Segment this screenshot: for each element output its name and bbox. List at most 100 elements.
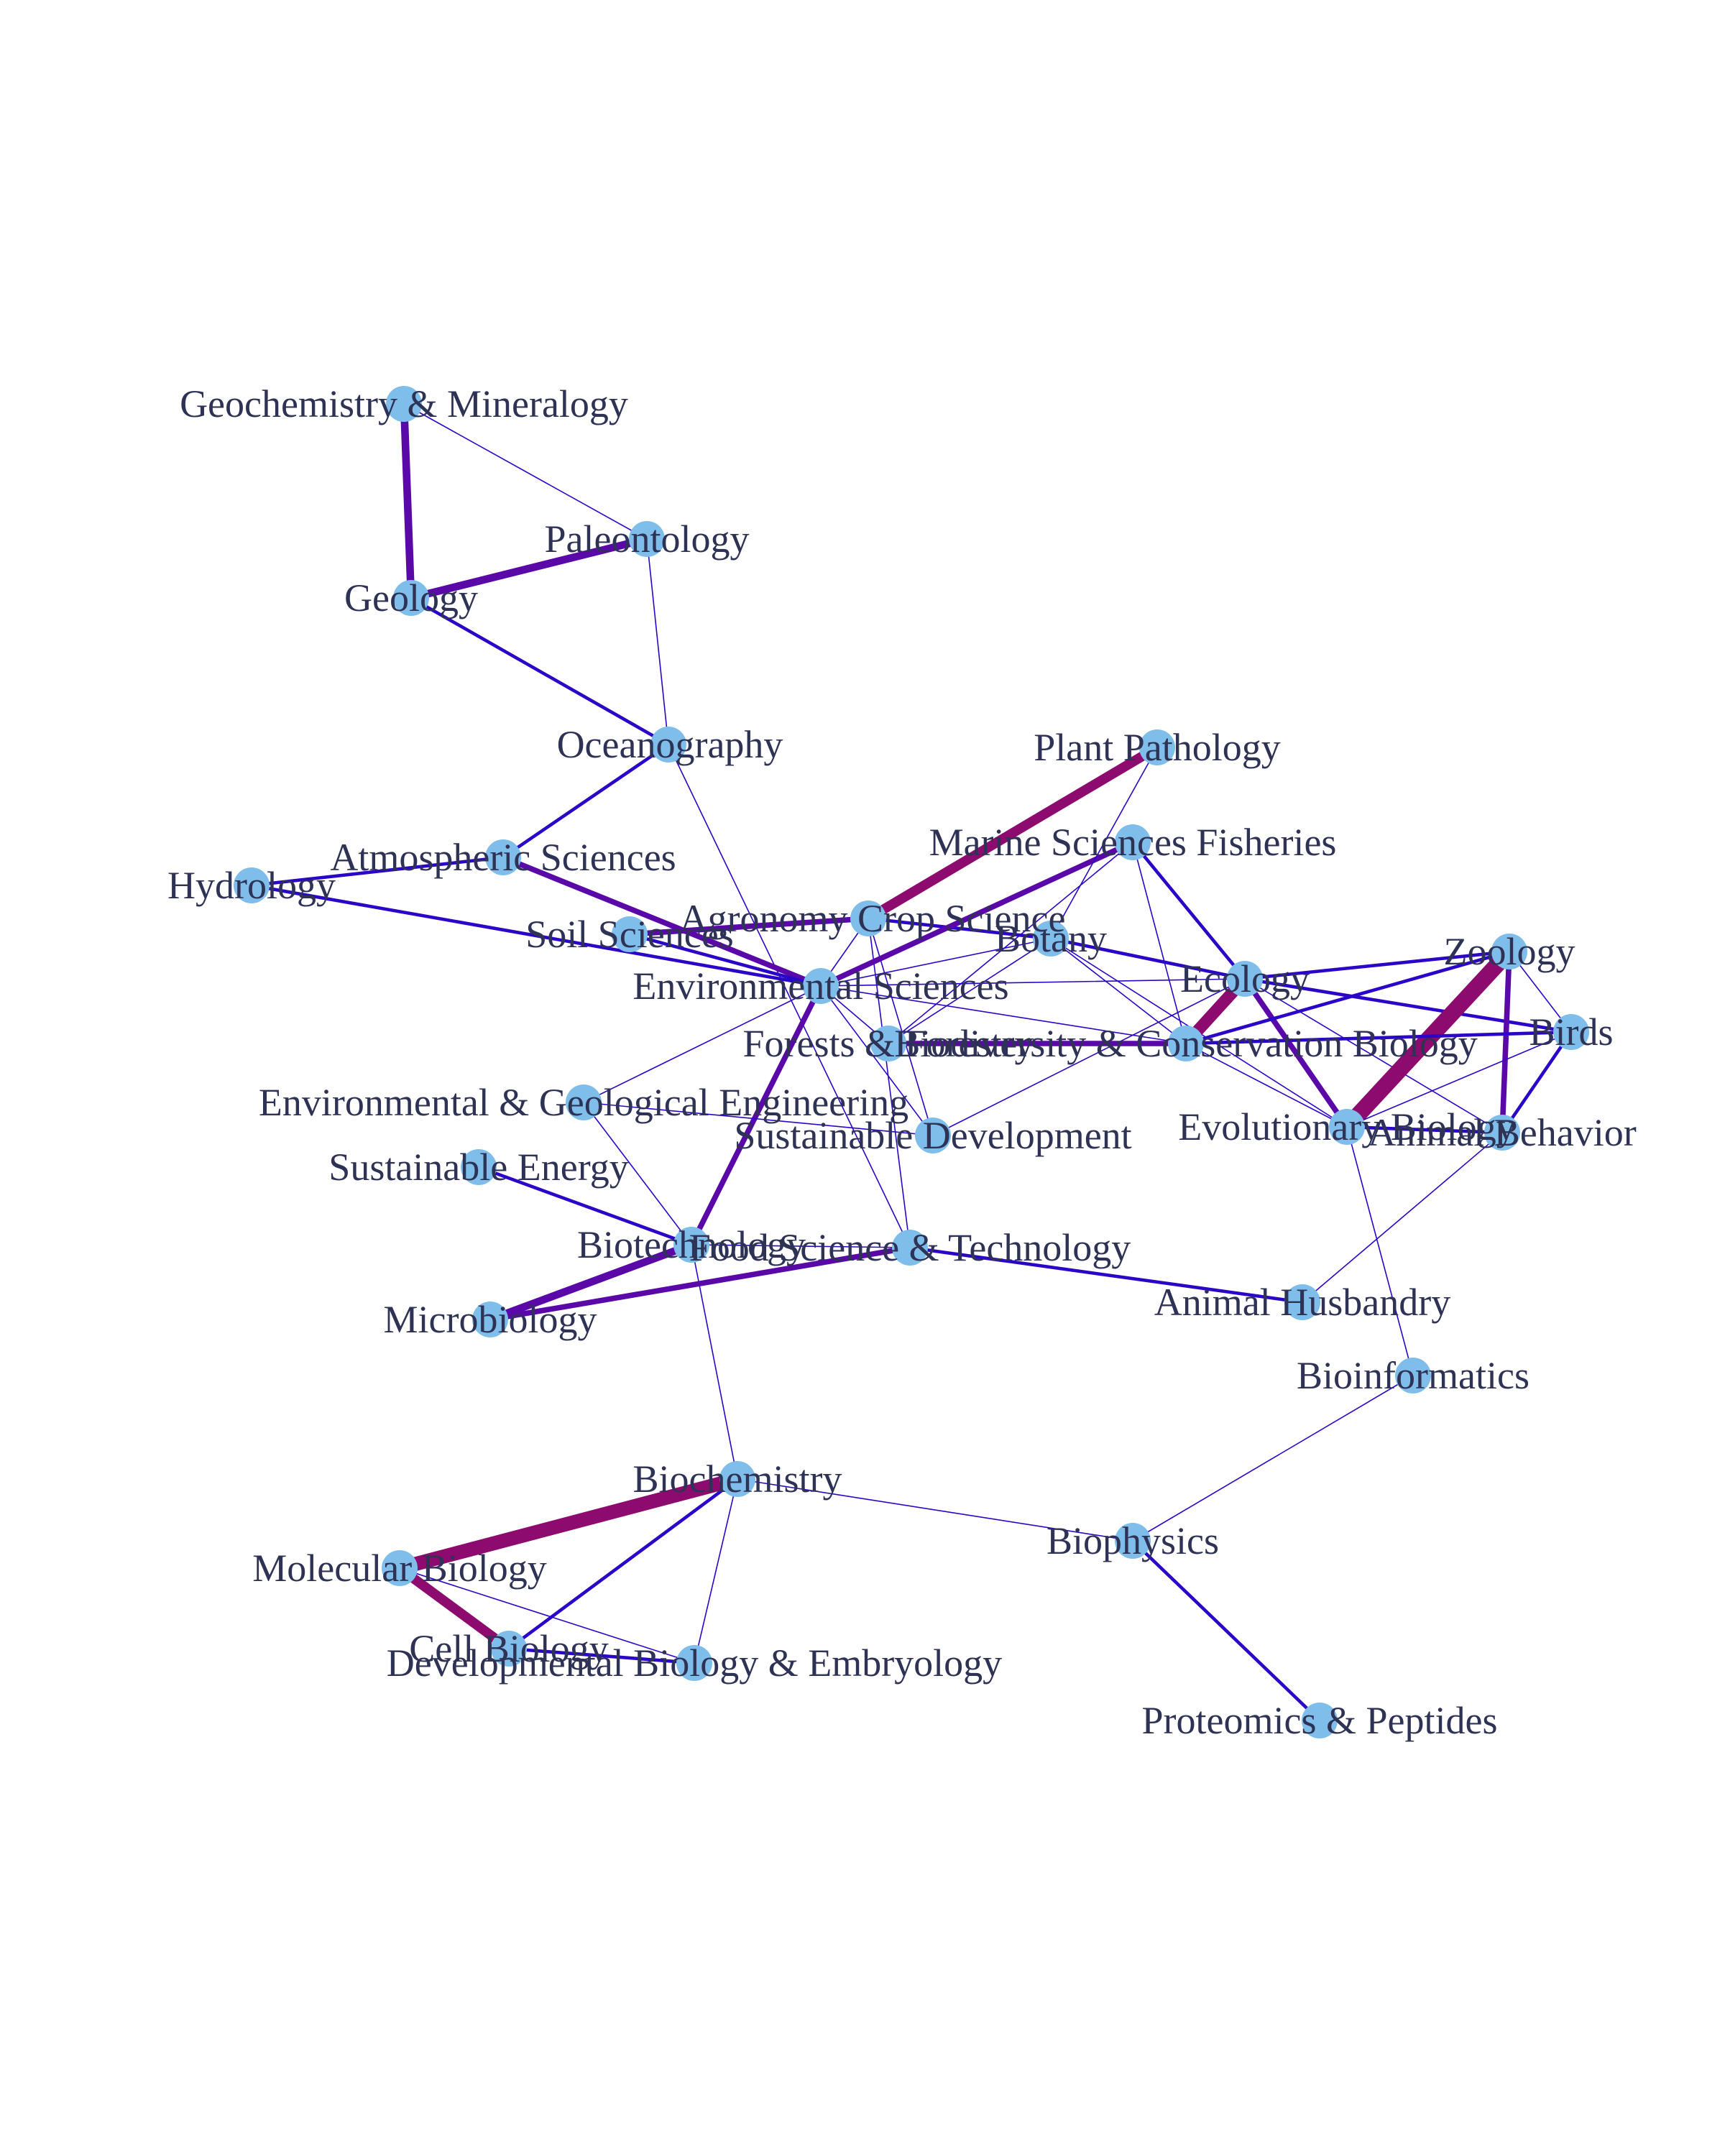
node-label-zoology: Zoology <box>1444 930 1576 973</box>
edge-zoology-biodiv <box>1184 949 1512 1046</box>
node-ecology[interactable] <box>1227 961 1263 997</box>
edge-soil-envsci <box>627 932 823 988</box>
node-label-foodsci: Food Science & Technology <box>689 1226 1131 1269</box>
edge-envsci-biodiv <box>820 985 1187 1044</box>
node-forests[interactable] <box>870 1026 906 1061</box>
node-label-agro: Agronomy Crop Science <box>680 897 1066 940</box>
node-label-evolbio: Evolutionary Biology <box>1178 1105 1515 1148</box>
node-label-biodiv: Biodiversity & Conservation Biology <box>894 1022 1477 1065</box>
node-geochem[interactable] <box>386 386 422 422</box>
edge-birds-evolbio <box>1346 1031 1572 1128</box>
node-cellbio[interactable] <box>491 1631 527 1667</box>
edge-evolbio-animbeh <box>1345 1125 1504 1135</box>
edge-marine-biodiv <box>1132 842 1187 1044</box>
edge-biochem-molbio <box>392 1472 745 1575</box>
node-birds[interactable] <box>1553 1014 1589 1050</box>
node-label-paleo: Paleontology <box>545 517 750 561</box>
node-molbio[interactable] <box>382 1550 418 1586</box>
edge-biotech-microbio <box>486 1240 696 1324</box>
node-label-ocean: Oceanography <box>557 723 783 766</box>
node-atmos[interactable] <box>485 839 521 875</box>
edge-biodiv-birds <box>1184 1030 1573 1046</box>
node-paleo[interactable] <box>629 521 665 557</box>
edge-envsci-biotech <box>689 983 824 1248</box>
edge-susteng-biotech <box>477 1165 694 1247</box>
edge-envgeo-sustdev <box>583 1102 934 1136</box>
node-botany[interactable] <box>1033 921 1069 957</box>
edge-ocean-foodsci <box>668 744 911 1248</box>
edge-biochem-cellbio <box>507 1477 740 1651</box>
node-envgeo[interactable] <box>566 1084 602 1120</box>
edge-biodiv-evolbio <box>1185 1043 1348 1128</box>
edge-biophys-proteo <box>1131 1539 1322 1723</box>
edge-marine-forests <box>888 842 1133 1044</box>
node-label-ecology: Ecology <box>1180 957 1310 1000</box>
edge-paleo-ocean <box>646 538 669 745</box>
edge-microbio-foodsci <box>487 1245 913 1322</box>
node-label-geology: Geology <box>344 576 478 619</box>
node-animhus[interactable] <box>1284 1284 1320 1320</box>
node-label-cellbio: Cell Biology <box>409 1627 609 1670</box>
edge-geochem-paleo <box>403 403 648 540</box>
edge-ecology-evolbio <box>1242 976 1350 1130</box>
node-foodsci[interactable] <box>892 1230 928 1266</box>
node-label-microbio: Microbiology <box>384 1298 597 1341</box>
edge-envsci-envgeo <box>583 985 822 1103</box>
node-label-susteng: Sustainable Energy <box>328 1146 628 1189</box>
node-label-biochem: Biochemistry <box>633 1457 842 1501</box>
edge-envsci-sustdev <box>820 985 934 1136</box>
node-label-soil: Soil Sciences <box>525 913 733 956</box>
edge-biochem-devbio <box>694 1478 738 1664</box>
edge-molbio-cellbio <box>395 1563 514 1654</box>
node-bioinf[interactable] <box>1395 1358 1431 1393</box>
node-soil[interactable] <box>612 916 648 952</box>
node-layer <box>234 386 1589 1738</box>
node-zoology[interactable] <box>1491 934 1527 969</box>
node-plantpath[interactable] <box>1139 729 1175 765</box>
edge-bioinf-biophys <box>1132 1375 1414 1542</box>
node-envsci[interactable] <box>803 968 839 1004</box>
node-label-hydro: Hydrology <box>167 864 336 907</box>
node-biophys[interactable] <box>1115 1523 1151 1559</box>
node-agro[interactable] <box>850 900 886 936</box>
edge-botany-forests <box>888 938 1052 1044</box>
node-microbio[interactable] <box>472 1302 508 1337</box>
edge-envsci-marine <box>818 839 1136 989</box>
node-hydro[interactable] <box>234 867 270 903</box>
node-devbio[interactable] <box>676 1645 712 1681</box>
node-label-sustdev: Sustainable Development <box>734 1114 1131 1157</box>
node-label-plantpath: Plant Pathology <box>1034 726 1281 769</box>
node-evolbio[interactable] <box>1329 1109 1365 1145</box>
node-animbeh[interactable] <box>1484 1115 1520 1151</box>
node-label-bioinf: Bioinformatics <box>1297 1354 1530 1397</box>
node-label-devbio: Developmental Biology & Embryology <box>387 1641 1002 1685</box>
edge-zoology-evolbio <box>1338 943 1518 1135</box>
node-marine[interactable] <box>1115 824 1151 860</box>
node-label-geochem: Geochemistry & Mineralogy <box>180 382 628 425</box>
node-label-animbeh: Animal Behavior <box>1368 1111 1636 1154</box>
node-biodiv[interactable] <box>1168 1026 1204 1061</box>
node-sustdev[interactable] <box>915 1118 951 1153</box>
edge-atmos-hydro <box>249 855 505 888</box>
edge-envsci-ecology <box>820 978 1246 987</box>
node-biotech[interactable] <box>673 1227 709 1263</box>
edge-agro-sustdev <box>868 918 934 1136</box>
edge-evolbio-bioinf <box>1346 1126 1414 1376</box>
node-susteng[interactable] <box>461 1149 497 1185</box>
node-label-molbio: Molecular Biology <box>252 1547 546 1590</box>
node-label-animhus: Animal Husbandry <box>1154 1281 1450 1324</box>
node-biochem[interactable] <box>719 1461 755 1497</box>
edge-layer <box>249 400 1573 1723</box>
node-proteo[interactable] <box>1302 1703 1338 1738</box>
node-ocean[interactable] <box>650 727 686 763</box>
edge-envgeo-biotech <box>583 1102 692 1245</box>
edge-ecology-sustdev <box>932 978 1246 1136</box>
node-geology[interactable] <box>393 580 429 616</box>
edge-hydro-envsci <box>249 883 823 988</box>
node-label-biophys: Biophysics <box>1046 1519 1219 1562</box>
edge-birds-animbeh <box>1500 1030 1573 1135</box>
edge-foodsci-animhus <box>908 1245 1305 1304</box>
node-label-proteo: Proteomics & Peptides <box>1142 1699 1498 1742</box>
